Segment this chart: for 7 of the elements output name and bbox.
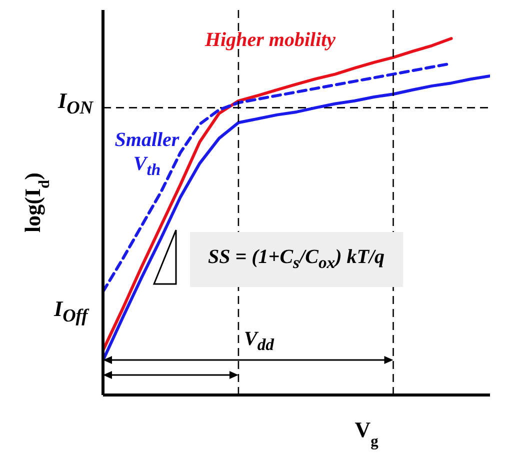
series-label: Higher mobility xyxy=(205,28,336,52)
text: I$_{Off}$ xyxy=(54,296,88,326)
text: I$_{ON}$ xyxy=(58,88,94,118)
annotation: V$_{dd}$ xyxy=(244,328,274,355)
annotation: SS = (1+C$_{s}$/C$_{ox}$) kT/q xyxy=(190,232,403,287)
x-axis-title: V$_{g}$ xyxy=(354,417,379,450)
series-label: Smaller V$_{th}$ xyxy=(114,128,180,181)
